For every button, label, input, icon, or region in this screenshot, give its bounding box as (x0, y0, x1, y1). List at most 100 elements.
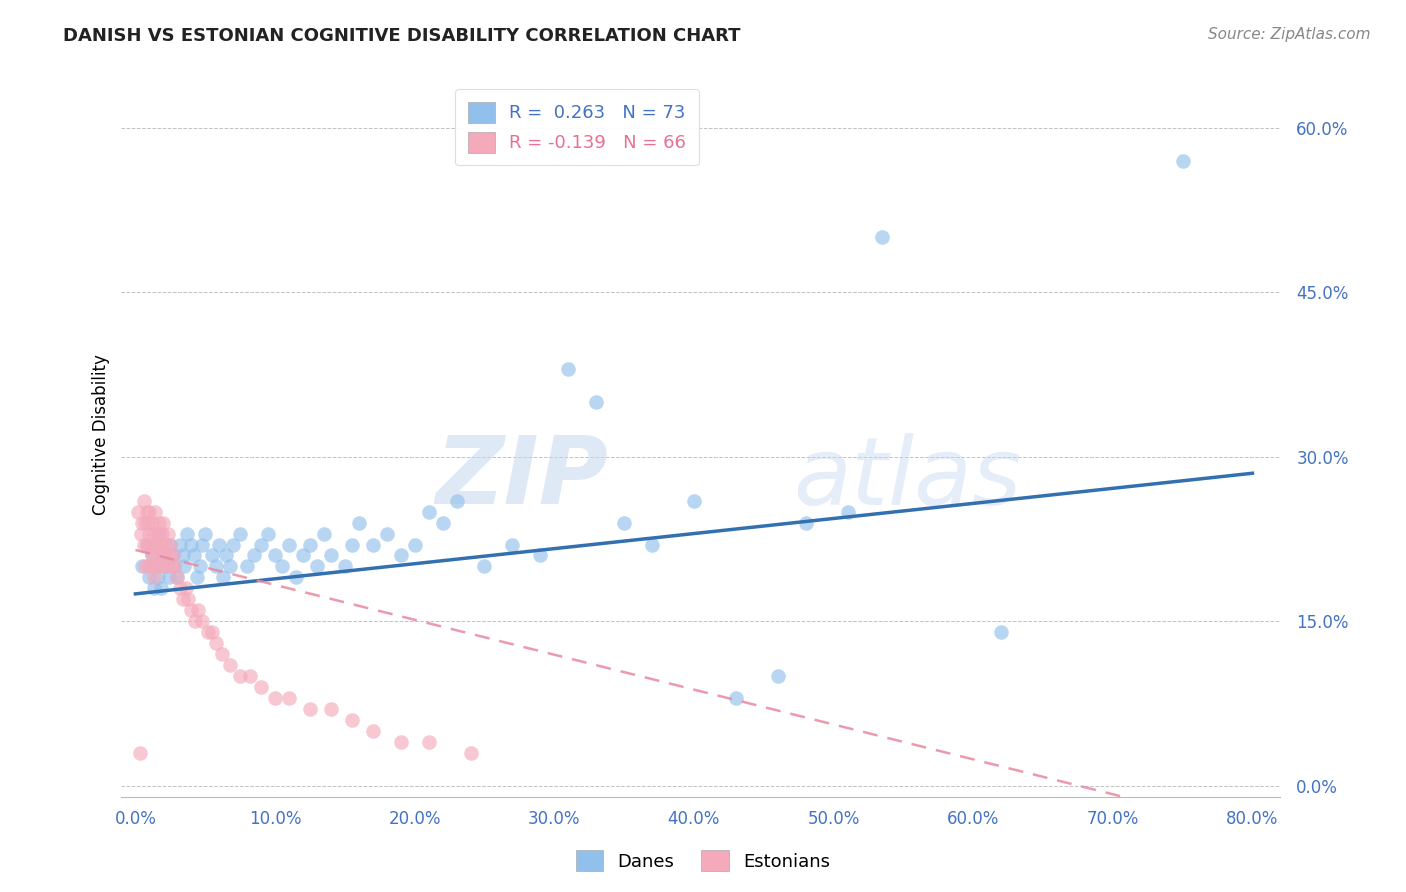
Point (138, 526, 160, 541)
Point (418, 735, 440, 749)
Point (132, 537, 155, 551)
Point (131, 516, 153, 530)
Point (250, 537, 273, 551)
Point (305, 559, 328, 574)
Point (257, 526, 280, 541)
Point (585, 395, 607, 409)
Point (766, 669, 789, 683)
Point (340, 713, 363, 727)
Point (174, 582, 197, 596)
Point (1171, 153, 1194, 168)
Point (146, 559, 169, 574)
Point (278, 691, 301, 706)
Point (319, 549, 342, 563)
Point (169, 582, 191, 596)
Point (177, 592, 200, 607)
Point (389, 735, 412, 749)
Point (138, 505, 160, 519)
Point (157, 570, 180, 584)
Point (188, 559, 211, 574)
Point (212, 570, 235, 584)
Point (529, 549, 551, 563)
Point (172, 592, 194, 607)
Point (243, 549, 266, 563)
Point (128, 746, 150, 760)
Point (149, 582, 172, 596)
Point (201, 549, 224, 563)
Point (312, 526, 335, 541)
Point (180, 537, 202, 551)
Point (239, 669, 262, 683)
Point (319, 702, 342, 716)
Point (127, 505, 149, 519)
Point (285, 570, 308, 584)
Point (131, 559, 153, 574)
Point (298, 537, 321, 551)
Point (236, 559, 259, 574)
Point (557, 362, 579, 376)
Point (180, 603, 202, 617)
Point (163, 559, 186, 574)
Point (872, 230, 894, 244)
Point (194, 526, 217, 541)
Point (184, 615, 207, 629)
Point (157, 549, 180, 563)
Point (142, 526, 165, 541)
Point (613, 516, 636, 530)
Point (135, 505, 157, 519)
Point (990, 625, 1012, 640)
Point (208, 537, 231, 551)
Point (149, 559, 172, 574)
Text: DANISH VS ESTONIAN COGNITIVE DISABILITY CORRELATION CHART: DANISH VS ESTONIAN COGNITIVE DISABILITY … (63, 27, 741, 45)
Point (205, 559, 228, 574)
Point (141, 516, 163, 530)
Point (340, 537, 363, 551)
Point (187, 603, 209, 617)
Point (156, 526, 179, 541)
Point (641, 537, 664, 551)
Point (145, 549, 167, 563)
Point (418, 505, 440, 519)
Point (191, 537, 214, 551)
Point (215, 549, 238, 563)
Point (794, 516, 817, 530)
Point (205, 636, 228, 650)
Point (143, 537, 166, 551)
Point (172, 549, 194, 563)
Point (146, 537, 169, 551)
Point (146, 570, 169, 584)
Point (432, 516, 454, 530)
Point (222, 537, 245, 551)
Point (134, 559, 156, 574)
Point (191, 615, 214, 629)
Point (134, 516, 156, 530)
Point (141, 549, 163, 563)
Point (271, 559, 294, 574)
Point (138, 570, 160, 584)
Point (145, 537, 167, 551)
Point (219, 559, 242, 574)
Point (152, 549, 174, 563)
Point (166, 570, 188, 584)
Point (159, 537, 181, 551)
Point (176, 526, 198, 541)
Point (474, 559, 496, 574)
Point (143, 505, 166, 519)
Point (298, 702, 321, 716)
Point (446, 493, 468, 508)
Legend: R =  0.263   N = 73, R = -0.139   N = 66: R = 0.263 N = 73, R = -0.139 N = 66 (456, 89, 699, 165)
Point (139, 537, 162, 551)
Point (169, 537, 191, 551)
Point (291, 549, 314, 563)
Point (163, 559, 186, 574)
Point (219, 658, 242, 673)
Point (211, 647, 233, 661)
Point (278, 537, 301, 551)
Point (129, 526, 152, 541)
Point (389, 549, 412, 563)
Point (148, 516, 170, 530)
Point (197, 625, 219, 640)
Point (159, 537, 181, 551)
Point (155, 559, 177, 574)
Point (132, 493, 155, 508)
